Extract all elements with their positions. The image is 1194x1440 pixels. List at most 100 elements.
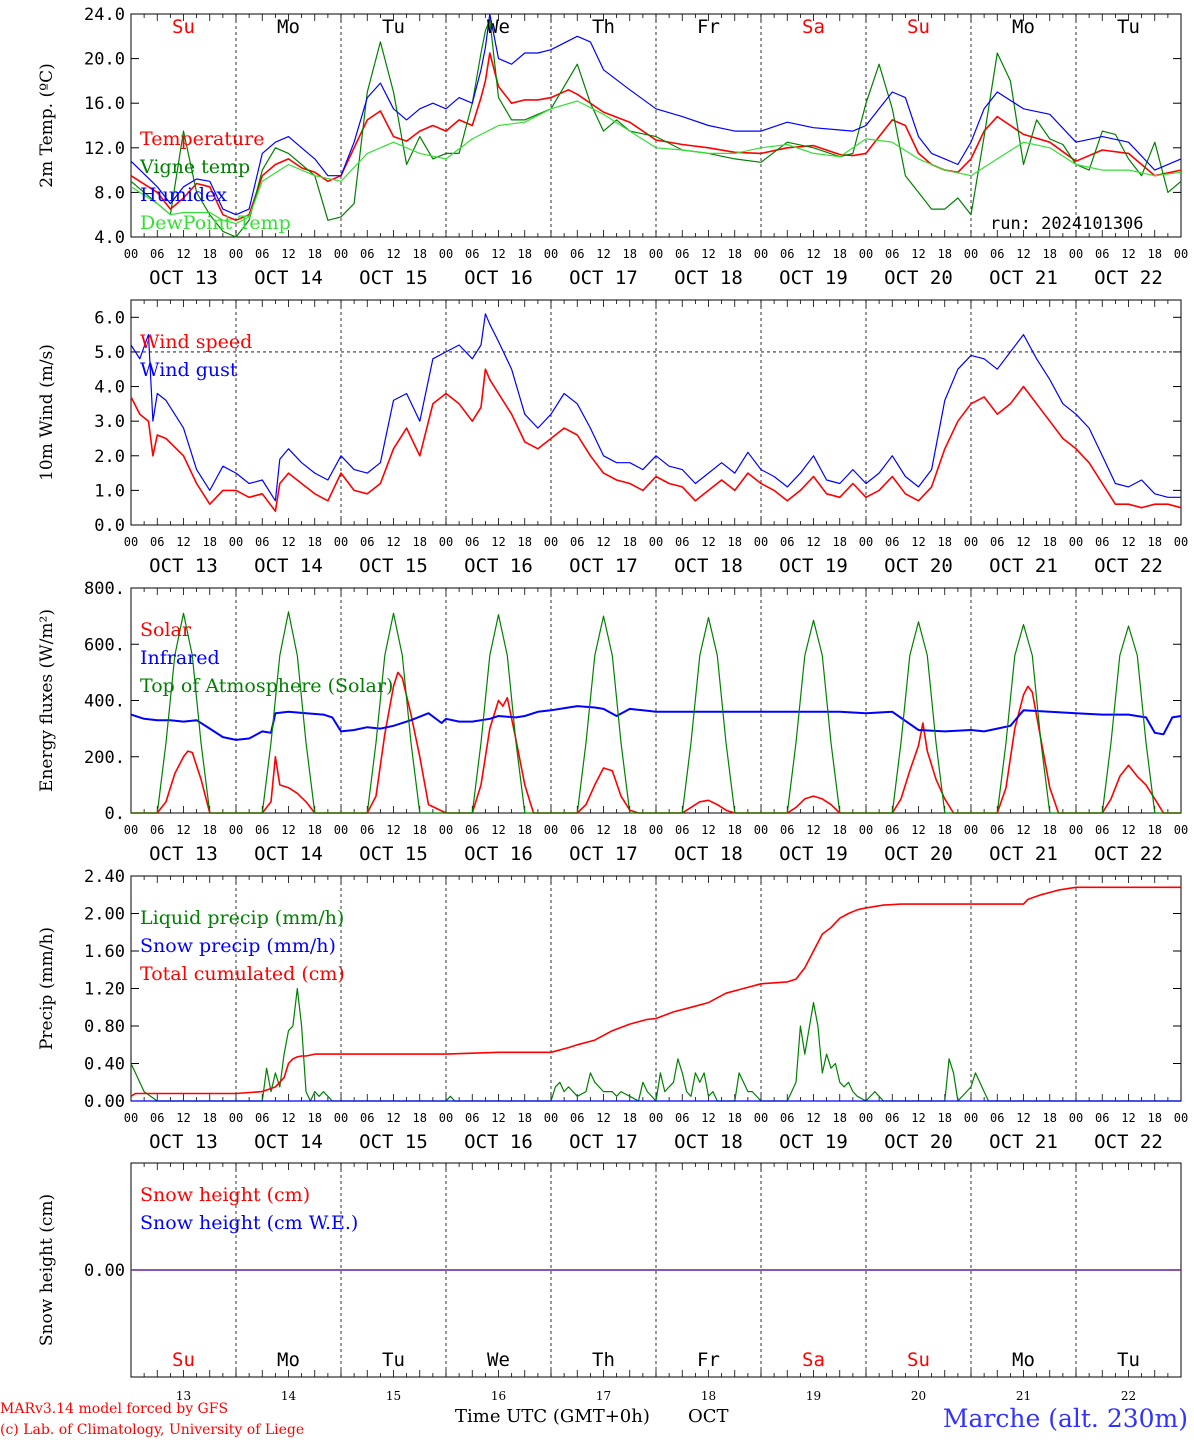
hour-label: 12 [806, 247, 820, 261]
hour-label: 00 [544, 247, 558, 261]
date-label: OCT 17 [569, 555, 638, 577]
panel-2: 0.0 1.0 2.0 3.0 4.0 5.0 6.0 10m Wind (m/s) 00 06 1… [37, 299, 1188, 577]
hour-label: 12 [806, 823, 820, 837]
hour-label: 00 [1069, 1111, 1083, 1125]
date-label: OCT 19 [779, 843, 848, 865]
hour-label: 00 [544, 1111, 558, 1125]
hour-label: 18 [308, 823, 322, 837]
station-label: Marche (alt. 230m) [943, 1404, 1188, 1433]
hour-label: 18 [203, 823, 217, 837]
series-line-vigne-temp [130, 19, 1182, 238]
legend-entry: Vigne temp [139, 156, 250, 178]
hour-label: 12 [806, 1111, 820, 1125]
y-axis-label: Energy fluxes (W/m²) [37, 609, 57, 792]
hour-label: 00 [1174, 247, 1188, 261]
legend-entry: Snow height (cm) [140, 1184, 310, 1206]
hour-label: 00 [229, 247, 243, 261]
hour-label: 06 [150, 247, 164, 261]
series-line-total-cumulated-cm- [130, 886, 1181, 1097]
hour-label: 12 [596, 535, 610, 549]
date-label: OCT 18 [674, 555, 743, 577]
weekday-label-top: Th [592, 16, 615, 38]
hour-label: 00 [334, 535, 348, 549]
date-label: OCT 16 [464, 1131, 533, 1153]
hour-label: 18 [1148, 1111, 1162, 1125]
date-label: OCT 22 [1094, 843, 1163, 865]
hour-label: 12 [491, 1111, 505, 1125]
hour-label: 18 [308, 247, 322, 261]
y-tick-label: 0.0 [94, 516, 125, 536]
hour-label: 00 [859, 823, 873, 837]
weekday-label-top: Fr [697, 16, 720, 38]
hour-label: 18 [518, 535, 532, 549]
y-tick-label: 2.00 [84, 905, 125, 925]
hour-label: 00 [229, 823, 243, 837]
y-tick-label: 12.0 [84, 139, 125, 159]
hour-label: 18 [203, 1111, 217, 1125]
series-line-liquid-precip-mm-h- [130, 987, 1181, 1102]
hour-label: 00 [334, 1111, 348, 1125]
hour-label: 12 [1121, 247, 1135, 261]
y-tick-label: 0.80 [84, 1017, 125, 1037]
hour-label: 06 [990, 247, 1004, 261]
hour-label: 18 [203, 247, 217, 261]
day-number: 14 [281, 1389, 297, 1403]
hour-label: 18 [938, 535, 952, 549]
date-label: OCT 16 [464, 267, 533, 289]
hour-label: 12 [491, 247, 505, 261]
hour-label: 06 [885, 535, 899, 549]
y-tick-label: 1.60 [84, 942, 125, 962]
series-line-top-of-atmosphere-solar- [131, 611, 1181, 814]
hour-label: 12 [911, 535, 925, 549]
date-label: OCT 19 [779, 267, 848, 289]
hour-label: 06 [990, 823, 1004, 837]
hour-label: 06 [360, 535, 374, 549]
weekday-label-bottom: Tu [1117, 1349, 1140, 1371]
hour-label: 12 [491, 535, 505, 549]
hour-label: 06 [360, 1111, 374, 1125]
date-label: OCT 21 [989, 1131, 1058, 1153]
hour-label: 00 [229, 535, 243, 549]
day-number: 22 [1121, 1389, 1136, 1403]
hour-label: 12 [176, 823, 190, 837]
date-label: OCT 17 [569, 267, 638, 289]
hour-label: 18 [938, 823, 952, 837]
run-label: run: 2024101306 [990, 214, 1144, 234]
day-number: 16 [491, 1389, 506, 1403]
date-label: OCT 20 [884, 555, 953, 577]
hour-label: 06 [150, 823, 164, 837]
hour-label: 06 [1095, 247, 1109, 261]
hour-label: 00 [754, 1111, 768, 1125]
hour-label: 12 [281, 247, 295, 261]
hour-label: 06 [465, 1111, 479, 1125]
date-label: OCT 14 [254, 1131, 323, 1153]
hour-label: 00 [859, 1111, 873, 1125]
hour-label: 06 [255, 247, 269, 261]
hour-label: 06 [570, 1111, 584, 1125]
y-tick-label: 1.20 [84, 980, 125, 1000]
date-label: OCT 15 [359, 843, 428, 865]
hour-label: 12 [911, 247, 925, 261]
hour-label: 06 [885, 247, 899, 261]
hour-label: 12 [701, 535, 715, 549]
weekday-label-bottom: Tu [382, 1349, 405, 1371]
legend-entry: Liquid precip (mm/h) [140, 907, 344, 929]
hour-label: 06 [990, 1111, 1004, 1125]
y-tick-label: 8.0 [94, 183, 125, 203]
date-label: OCT 16 [464, 555, 533, 577]
date-label: OCT 21 [989, 843, 1058, 865]
hour-label: 06 [150, 535, 164, 549]
weekday-label-top: Su [172, 16, 195, 38]
legend-entry: Snow precip (mm/h) [140, 935, 336, 957]
day-number: 19 [806, 1389, 821, 1403]
hour-label: 12 [386, 247, 400, 261]
hour-label: 06 [465, 247, 479, 261]
date-label: OCT 19 [779, 1131, 848, 1153]
day-number: 21 [1016, 1389, 1031, 1403]
hour-label: 00 [754, 823, 768, 837]
hour-label: 00 [334, 823, 348, 837]
date-label: OCT 13 [149, 1131, 218, 1153]
hour-label: 00 [1069, 823, 1083, 837]
day-number: 15 [386, 1389, 401, 1403]
legend-entry: Solar [140, 619, 192, 641]
